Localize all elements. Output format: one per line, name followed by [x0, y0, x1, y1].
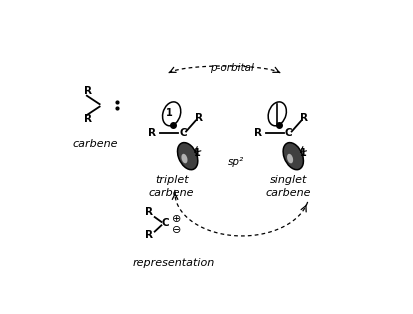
Text: C: C — [179, 128, 187, 138]
Ellipse shape — [181, 154, 188, 163]
Text: C: C — [285, 128, 292, 138]
Ellipse shape — [178, 143, 198, 170]
Ellipse shape — [287, 154, 293, 163]
Text: ⊕: ⊕ — [172, 214, 182, 225]
Ellipse shape — [268, 102, 286, 126]
Text: R: R — [145, 207, 153, 217]
Text: representation: representation — [132, 257, 214, 268]
Text: R: R — [84, 114, 93, 124]
Text: 1: 1 — [194, 148, 201, 158]
Ellipse shape — [163, 102, 181, 126]
Text: C: C — [161, 218, 169, 228]
Text: ⊖: ⊖ — [172, 225, 182, 235]
Text: R: R — [301, 113, 309, 123]
Text: 1: 1 — [299, 148, 306, 158]
Text: p-orbital: p-orbital — [211, 63, 254, 73]
Text: R: R — [148, 128, 157, 138]
Text: 1: 1 — [166, 108, 173, 118]
Text: carbene: carbene — [72, 139, 118, 149]
Ellipse shape — [283, 143, 304, 170]
Text: R: R — [195, 113, 203, 123]
Text: singlet
carbene: singlet carbene — [266, 175, 311, 198]
Text: R: R — [145, 230, 153, 241]
Text: sp²: sp² — [228, 157, 244, 167]
Text: R: R — [254, 128, 262, 138]
Text: triplet
carbene: triplet carbene — [149, 175, 195, 198]
Text: R: R — [84, 86, 93, 96]
